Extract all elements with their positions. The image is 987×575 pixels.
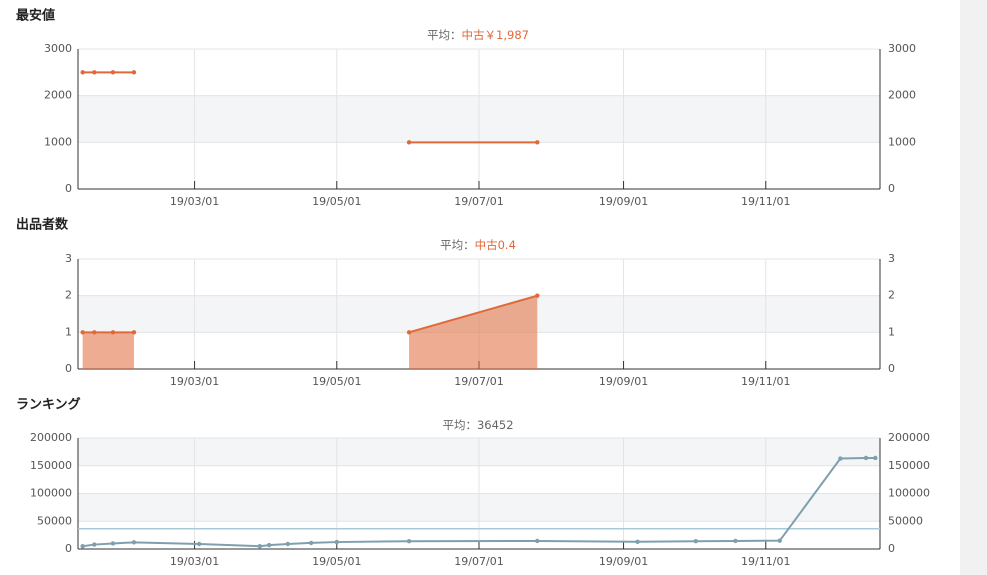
line: [408, 294, 538, 334]
point: [406, 330, 412, 335]
y2-tick-label: 2000: [888, 89, 916, 102]
point: [80, 70, 85, 75]
chart-title: 出品者数: [16, 217, 69, 233]
point: [257, 544, 263, 549]
x-tick-label: 19/03/01: [170, 375, 219, 388]
x-tick-label: 19/05/01: [312, 195, 361, 208]
y2-tick-label: 200000: [888, 431, 930, 444]
area: [409, 295, 538, 369]
y2-tick-label: 150000: [888, 459, 930, 472]
y-tick-label: 3000: [44, 42, 72, 55]
y2-tick-label: 0: [888, 182, 895, 195]
subtitle-value: 中古￥1,987: [462, 28, 529, 42]
y-tick-label: 0: [65, 362, 72, 375]
side-strip: [960, 0, 987, 575]
point: [733, 538, 738, 544]
y2-tick-label: 1000: [888, 135, 916, 148]
y-tick-label: 2000: [44, 89, 72, 102]
chart-subtitle: 平均：中古￥1,987: [427, 28, 529, 42]
x-tick-label: 19/05/01: [312, 555, 361, 568]
subtitle-value: 中古0.4: [475, 238, 516, 252]
point: [406, 539, 412, 544]
point: [308, 540, 314, 546]
y-tick-label: 1: [65, 325, 72, 338]
x-tick-label: 19/11/01: [741, 195, 790, 208]
point: [838, 456, 843, 461]
x-tick-label: 19/09/01: [599, 195, 648, 208]
y-tick-label: 100000: [30, 487, 72, 500]
x-tick-label: 19/11/01: [741, 555, 790, 568]
point: [635, 539, 640, 544]
y2-tick-label: 0: [888, 542, 895, 555]
x-tick-label: 19/03/01: [170, 195, 219, 208]
point: [285, 541, 291, 547]
point: [334, 539, 339, 545]
point: [131, 70, 137, 75]
point: [131, 330, 137, 335]
x-tick-label: 19/07/01: [454, 555, 503, 568]
y-tick-label: 1000: [44, 135, 72, 148]
y-tick-label: 50000: [37, 514, 72, 527]
y-tick-label: 0: [65, 542, 72, 555]
chart-subtitle: 平均：中古0.4: [440, 238, 516, 252]
y2-tick-label: 100000: [888, 487, 930, 500]
x-tick-label: 19/05/01: [312, 375, 361, 388]
point: [80, 330, 85, 335]
point: [110, 541, 116, 546]
x-tick-label: 19/09/01: [599, 555, 648, 568]
point: [92, 330, 97, 335]
y-tick-label: 200000: [30, 431, 72, 444]
point: [80, 544, 85, 549]
point: [131, 540, 137, 545]
point: [406, 140, 412, 145]
y-tick-label: 2: [65, 289, 72, 302]
chart-subtitle: 平均：36452: [442, 418, 513, 432]
point: [92, 542, 97, 547]
point: [535, 538, 540, 544]
point: [535, 140, 540, 145]
point: [777, 538, 782, 543]
y2-tick-label: 2: [888, 289, 895, 302]
y2-tick-label: 3: [888, 252, 895, 265]
point: [197, 541, 202, 547]
y-tick-label: 150000: [30, 459, 72, 472]
x-tick-label: 19/07/01: [454, 375, 503, 388]
subtitle-label: 平均：: [440, 238, 475, 252]
point: [693, 539, 699, 544]
point: [110, 330, 116, 335]
chart-title: ランキング: [16, 397, 81, 413]
point: [110, 70, 116, 75]
area: [82, 332, 134, 369]
y-tick-label: 3: [65, 252, 72, 265]
subtitle-label: 平均：: [427, 28, 462, 42]
x-tick-label: 19/09/01: [599, 375, 648, 388]
y-tick-label: 0: [65, 182, 72, 195]
subtitle-label: 平均：36452: [442, 418, 513, 432]
y2-tick-label: 50000: [888, 514, 923, 527]
point: [873, 455, 878, 461]
x-tick-label: 19/03/01: [170, 555, 219, 568]
y2-tick-label: 3000: [888, 42, 916, 55]
x-tick-label: 19/11/01: [741, 375, 790, 388]
point: [535, 293, 540, 298]
point: [92, 70, 97, 75]
y2-tick-label: 0: [888, 362, 895, 375]
chart-title: 最安値: [16, 8, 55, 24]
point: [863, 455, 869, 461]
x-tick-label: 19/07/01: [454, 195, 503, 208]
y2-tick-label: 1: [888, 325, 895, 338]
point: [266, 542, 272, 548]
